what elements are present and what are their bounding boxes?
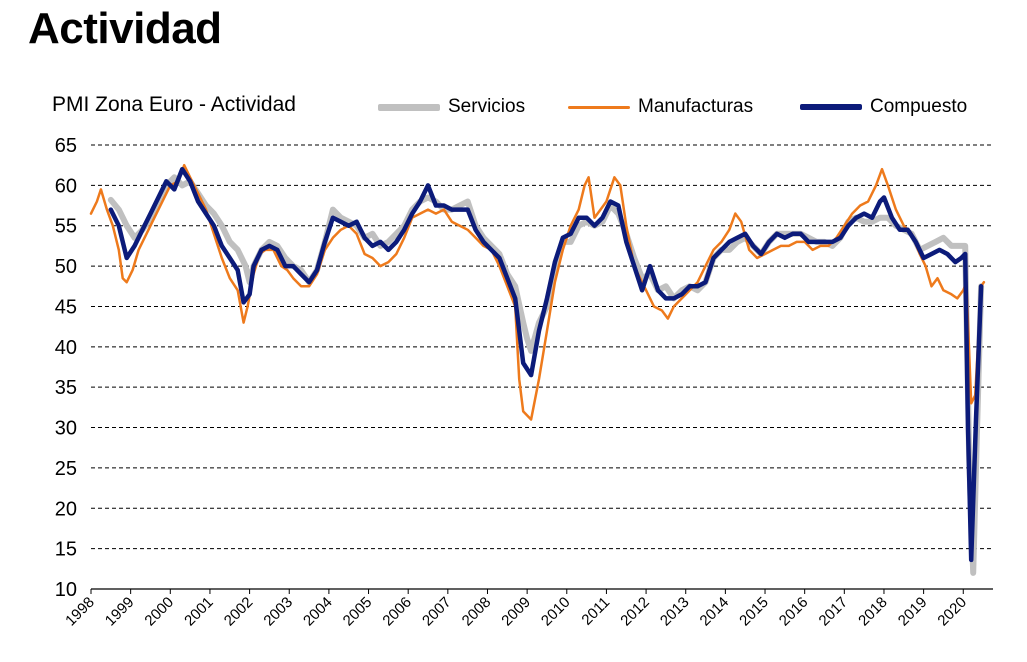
chart-title: PMI Zona Euro - Actividad <box>52 93 296 116</box>
x-tick-label-2017: 2017 <box>816 594 852 630</box>
x-tick-label-2002: 2002 <box>221 594 257 630</box>
y-tick-label-25: 25 <box>55 458 77 480</box>
legend-item-manufacturas: Manufacturas <box>568 96 753 118</box>
legend-label-compuesto: Compuesto <box>870 96 968 117</box>
legend-swatch-servicios <box>378 103 440 111</box>
x-tick-label-2000: 2000 <box>142 594 178 630</box>
y-tick-label-60: 60 <box>55 175 77 197</box>
x-tick-label-2015: 2015 <box>736 594 772 630</box>
series-line-servicios <box>107 174 985 576</box>
y-tick-label-15: 15 <box>55 539 77 561</box>
series-line-manufacturas <box>89 163 986 421</box>
x-tick-label-2005: 2005 <box>340 594 376 630</box>
x-tick-label-2006: 2006 <box>379 594 415 630</box>
y-tick-label-35: 35 <box>55 377 77 399</box>
x-tick-label-2007: 2007 <box>419 594 455 630</box>
x-tick-label-2009: 2009 <box>498 594 534 630</box>
legend-label-servicios: Servicios <box>448 96 526 117</box>
series-line-compuesto <box>108 166 984 563</box>
x-tick-label-2018: 2018 <box>855 594 891 630</box>
x-tick-label-2016: 2016 <box>776 594 812 630</box>
y-tick-label-10: 10 <box>55 579 77 601</box>
x-tick-label-2008: 2008 <box>459 594 495 630</box>
y-tick-label-65: 65 <box>55 135 77 157</box>
x-tick-label-2013: 2013 <box>657 594 693 630</box>
y-tick-label-45: 45 <box>55 296 77 318</box>
y-tick-label-30: 30 <box>55 418 77 440</box>
x-tick-label-2011: 2011 <box>578 594 613 629</box>
y-tick-label-40: 40 <box>55 337 77 359</box>
legend-swatch-compuesto <box>800 104 862 110</box>
x-tick-label-2004: 2004 <box>300 594 336 630</box>
x-tick-label-1999: 1999 <box>102 594 138 630</box>
x-tick-label-2003: 2003 <box>260 594 296 630</box>
y-tick-label-55: 55 <box>55 216 77 238</box>
x-tick-label-2014: 2014 <box>697 594 733 630</box>
legend-swatch-manufacturas <box>568 105 630 109</box>
legend-item-servicios: Servicios <box>378 96 525 118</box>
x-tick-label-2001: 2001 <box>181 594 217 630</box>
y-tick-label-20: 20 <box>55 498 77 520</box>
x-tick-label-2012: 2012 <box>617 594 653 630</box>
x-tick-label-2010: 2010 <box>538 594 574 630</box>
legend-item-compuesto: Compuesto <box>800 96 967 118</box>
x-tick-label-2019: 2019 <box>895 594 931 630</box>
page-title: Actividad <box>28 4 222 53</box>
legend-label-manufacturas: Manufacturas <box>638 96 754 117</box>
x-tick-label-2020: 2020 <box>934 594 970 630</box>
y-tick-label-50: 50 <box>55 256 77 278</box>
